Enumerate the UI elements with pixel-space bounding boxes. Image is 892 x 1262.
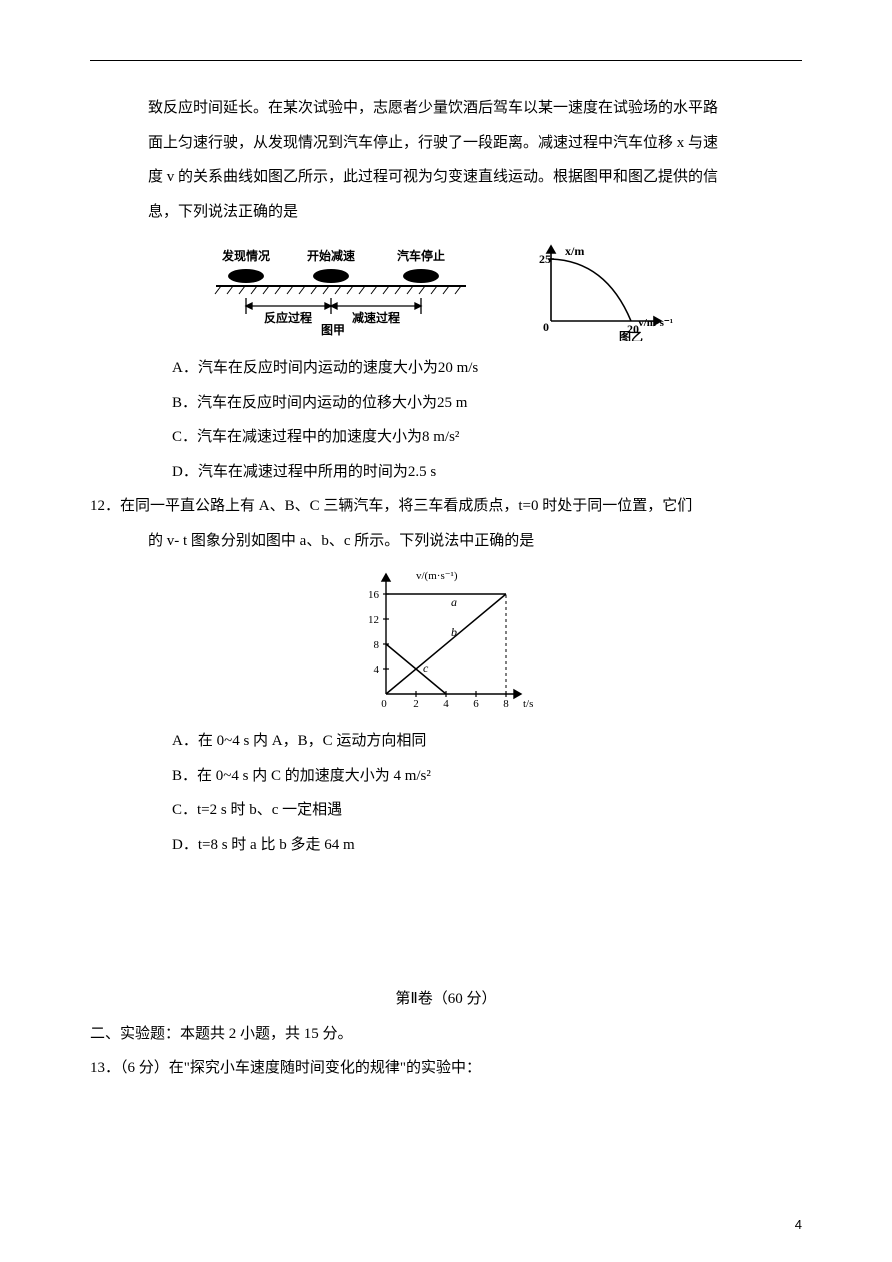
q12-num: 12．	[90, 498, 120, 514]
fig2-origin: 0	[543, 320, 549, 334]
xtick-6: 6	[473, 698, 479, 710]
ytick-4: 4	[374, 664, 380, 676]
q11-opt-a: A．汽车在反应时间内运动的速度大小为20 m/s	[90, 351, 802, 386]
fig2-xlabel: v/m·s⁻¹	[638, 317, 673, 329]
q12-chart: 16 12 8 4 0 2 4 6 8 a b c v/(m·s⁻¹) t/s	[351, 564, 541, 714]
series-a-label: a	[451, 595, 457, 609]
ytick-16: 16	[368, 589, 380, 601]
page-number: 4	[795, 1217, 802, 1232]
q12-figure: 16 12 8 4 0 2 4 6 8 a b c v/(m·s⁻¹) t/s	[90, 564, 802, 714]
label-decel: 减速过程	[352, 310, 400, 325]
label-stop: 汽车停止	[397, 248, 445, 263]
top-rule	[90, 60, 802, 61]
xtick-0: 0	[381, 698, 387, 710]
chart-xlabel: t/s	[523, 698, 533, 710]
q11-fig-jia: 发现情况 开始减速 汽车停止	[211, 246, 471, 336]
q11-figures: 发现情况 开始减速 汽车停止	[90, 241, 802, 341]
q11-opt-b: B．汽车在反应时间内运动的位移大小为25 m	[90, 386, 802, 421]
q12-opt-d: D．t=8 s 时 a 比 b 多走 64 m	[90, 828, 802, 863]
q11-intro-l1: 致反应时间延长。在某次试验中，志愿者少量饮酒后驾车以某一速度在试验场的水平路	[90, 91, 802, 126]
q12-line2: 的 v- t 图象分别如图中 a、b、c 所示。下列说法中正确的是	[90, 524, 802, 559]
fig2-ylabel: x/m	[565, 244, 584, 258]
vertical-gap	[90, 862, 802, 982]
q11-fig-yi: x/m 25 0 20 v/m·s⁻¹ 图乙	[531, 241, 681, 341]
label-find: 发现情况	[221, 248, 270, 263]
q11-opt-d: D．汽车在减速过程中所用的时间为2.5 s	[90, 455, 802, 490]
q11-opt-c: C．汽车在减速过程中的加速度大小为8 m/s²	[90, 420, 802, 455]
q13-num: 13．	[90, 1060, 120, 1076]
series-b-label: b	[451, 625, 457, 639]
section-2: 二、实验题：本题共 2 小题，共 15 分。	[90, 1017, 802, 1052]
q13-text: （6 分）在"探究小车速度随时间变化的规律"的实验中：	[120, 1060, 481, 1076]
q11-intro-l3: 度 v 的关系曲线如图乙所示，此过程可视为匀变速直线运动。根据图甲和图乙提供的信	[90, 160, 802, 195]
q12-opt-a: A．在 0~4 s 内 A，B，C 运动方向相同	[90, 724, 802, 759]
q12-opt-b: B．在 0~4 s 内 C 的加速度大小为 4 m/s²	[90, 759, 802, 794]
q11-intro-l2: 面上匀速行驶，从发现情况到汽车停止，行驶了一段距离。减速过程中汽车位移 x 与速	[90, 126, 802, 161]
ytick-12: 12	[368, 614, 379, 626]
xtick-4: 4	[443, 698, 449, 710]
q12-text1: 在同一平直公路上有 A、B、C 三辆汽车，将三车看成质点，t=0 时处于同一位置…	[120, 498, 692, 514]
fig2-caption: 图乙	[619, 330, 643, 341]
xtick-8: 8	[503, 698, 509, 710]
q12-line1: 12．在同一平直公路上有 A、B、C 三辆汽车，将三车看成质点，t=0 时处于同…	[90, 489, 802, 524]
q12-opt-c: C．t=2 s 时 b、c 一定相遇	[90, 793, 802, 828]
ytick-8: 8	[374, 639, 380, 651]
xtick-2: 2	[413, 698, 419, 710]
part2-title: 第Ⅱ卷（60 分）	[90, 982, 802, 1017]
label-start: 开始减速	[307, 248, 355, 263]
fig1-caption: 图甲	[321, 323, 345, 336]
label-react: 反应过程	[264, 310, 312, 325]
q13: 13．（6 分）在"探究小车速度随时间变化的规律"的实验中：	[90, 1051, 802, 1086]
chart-ylabel: v/(m·s⁻¹)	[416, 570, 458, 582]
q11-intro-l4: 息，下列说法正确的是	[90, 195, 802, 230]
series-c-label: c	[423, 661, 429, 675]
